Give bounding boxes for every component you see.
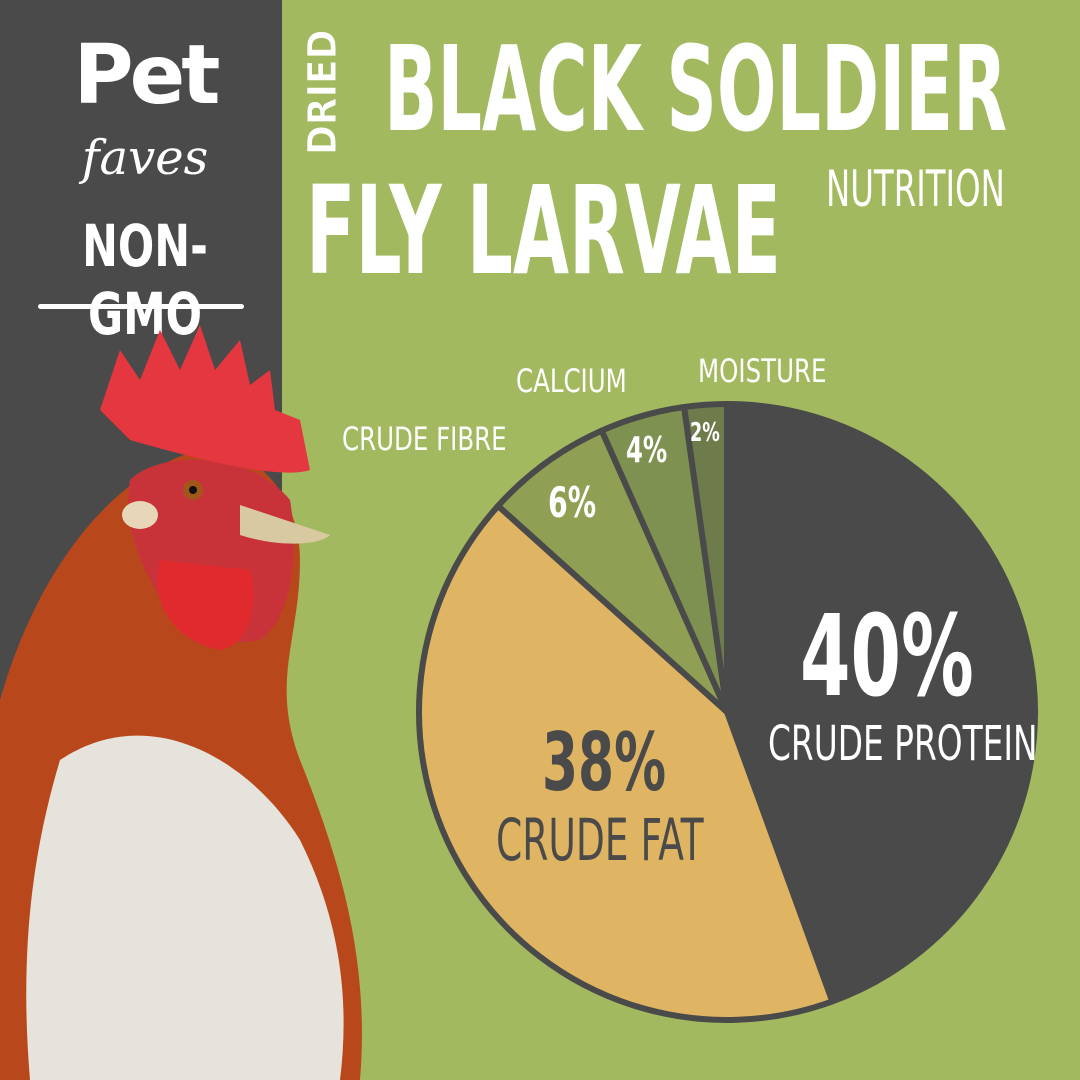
label-crude-fat: CRUDE FAT — [496, 806, 704, 874]
title-suffix: NUTRITION — [826, 160, 1005, 218]
value-fibre: 6% — [548, 478, 597, 527]
pie-slice-moisture — [681, 401, 730, 715]
pie-slice-crude-fat — [416, 502, 836, 1023]
title-line1: BLACK SOLDIER — [384, 20, 1008, 158]
value-moisture: 2% — [690, 418, 720, 448]
label-moisture: MOISTURE — [698, 352, 827, 390]
value-calcium: 4% — [626, 430, 668, 471]
label-crude-fibre: CRUDE FIBRE — [342, 420, 507, 458]
divider — [38, 304, 244, 309]
brand-logo-faves: faves — [81, 130, 209, 186]
value-fat: 38% — [542, 716, 667, 809]
label-calcium: CALCIUM — [516, 362, 627, 400]
label-crude-protein: CRUDE PROTEIN — [768, 716, 1038, 772]
rooster-illustration — [0, 325, 362, 1080]
value-protein: 40% — [800, 592, 974, 722]
non-gmo-badge: NON-GMO — [82, 212, 208, 348]
title-line2: FLY LARVAE — [306, 160, 781, 302]
brand-logo-pet: Pet — [73, 28, 221, 123]
pie-slice-crude-protein — [724, 401, 1039, 1005]
